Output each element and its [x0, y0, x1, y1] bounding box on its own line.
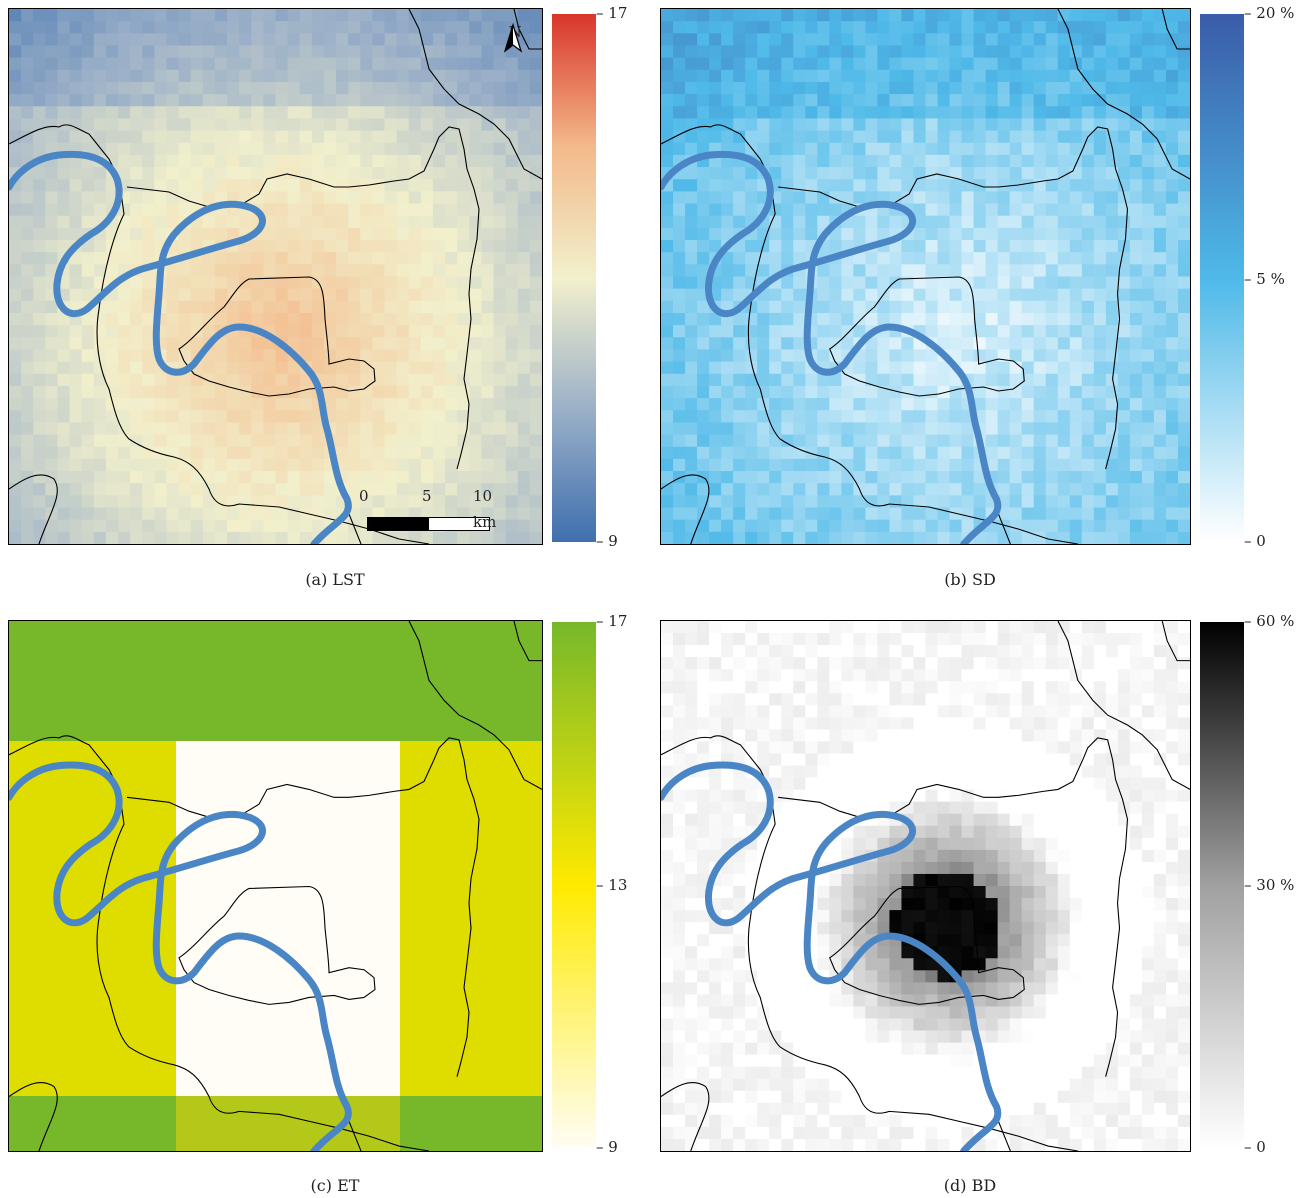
- scale-bar: 0 5 10 km: [355, 487, 497, 531]
- boundary-line: [778, 737, 1129, 1077]
- map-lst: N 0 5 10 km: [8, 8, 543, 545]
- boundary-line: [778, 126, 1129, 470]
- scale-label-5: 5: [422, 487, 432, 505]
- raster-grid: [9, 9, 542, 544]
- colorbar-min-label: 0: [1244, 1140, 1266, 1155]
- colorbar-min-label: 0: [1244, 534, 1266, 549]
- colorbar-lst: [552, 14, 596, 542]
- colorbar-min-label: 9: [596, 1140, 618, 1155]
- caption-bd: (d) BD: [943, 1176, 997, 1195]
- boundary-line: [9, 124, 430, 544]
- colorbar-max-label: 17: [596, 6, 627, 21]
- boundary-line: [408, 621, 542, 790]
- map-et-canvas: [9, 621, 542, 1151]
- map-overlay: [661, 621, 1190, 1151]
- raster-grid: [661, 621, 1190, 1151]
- colorbar-mid-label: 13: [596, 878, 627, 893]
- river-line: [9, 761, 352, 1151]
- map-bd: [660, 620, 1191, 1152]
- colorbar-bd: [1200, 622, 1244, 1148]
- boundary-line: [661, 735, 1078, 1151]
- city-boundary: [829, 276, 1025, 397]
- colorbar-mid-label: 30 %: [1244, 878, 1294, 893]
- caption-lst: (a) LST: [305, 570, 365, 589]
- raster-grid: [661, 9, 1190, 544]
- river-line: [661, 150, 1002, 544]
- boundary-line: [661, 124, 1078, 544]
- map-overlay: [9, 9, 542, 544]
- city-boundary: [829, 885, 1025, 1005]
- et-zones: [9, 621, 542, 1151]
- colorbar-max-label: 60 %: [1244, 614, 1294, 629]
- boundary-line: [126, 737, 480, 1077]
- caption-et: (c) ET: [310, 1176, 360, 1195]
- city-boundary: [178, 276, 376, 397]
- colorbar-max-label: 17: [596, 614, 627, 629]
- boundary-line: [1057, 9, 1190, 180]
- colorbar-max-label: 20 %: [1244, 6, 1294, 21]
- boundary-line: [9, 735, 430, 1151]
- map-et: [8, 620, 543, 1152]
- boundary-line: [1057, 621, 1190, 790]
- map-lst-canvas: [9, 9, 542, 544]
- boundary-line: [408, 9, 542, 180]
- scale-label-10: 10: [473, 487, 493, 505]
- colorbar-min-label: 9: [596, 534, 618, 549]
- boundary-line: [126, 126, 480, 470]
- map-bd-canvas: [661, 621, 1190, 1151]
- scale-label-0: 0: [359, 487, 369, 505]
- map-sd-canvas: [661, 9, 1190, 544]
- river-line: [9, 150, 352, 544]
- colorbar-sd: [1200, 14, 1244, 542]
- map-overlay: [9, 621, 542, 1151]
- colorbar-mid-label: 5 %: [1244, 272, 1285, 287]
- colorbar-et: [552, 622, 596, 1148]
- caption-sd: (b) SD: [944, 570, 996, 589]
- scale-unit: km: [473, 513, 497, 531]
- north-arrow-icon: N: [503, 23, 527, 53]
- river-line: [661, 761, 1002, 1151]
- city-boundary: [178, 885, 376, 1005]
- map-sd: [660, 8, 1191, 545]
- map-overlay: [661, 9, 1190, 544]
